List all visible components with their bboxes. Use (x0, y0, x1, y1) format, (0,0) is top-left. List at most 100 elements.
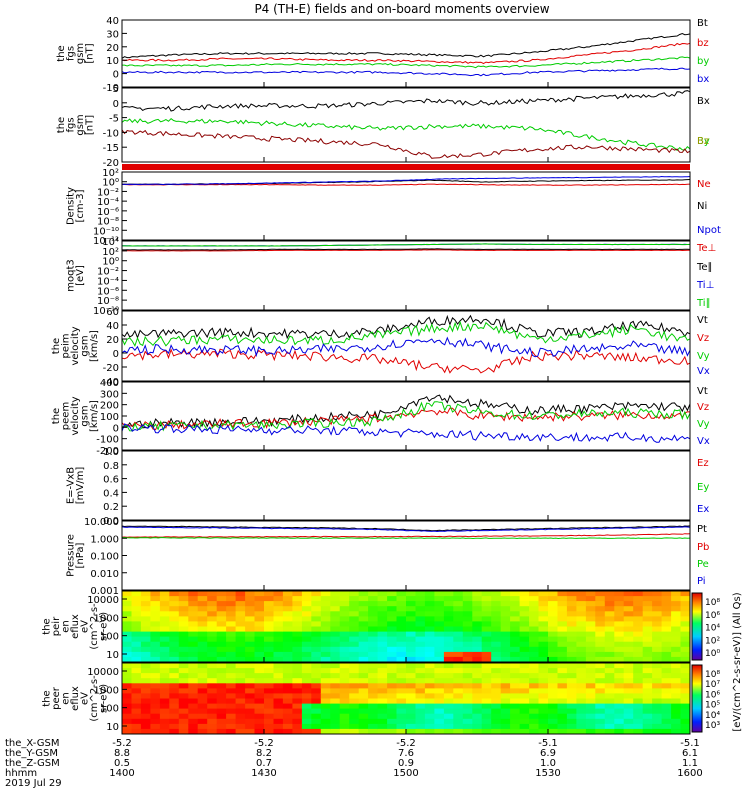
heat-cell (169, 646, 180, 653)
heat-cell (207, 621, 218, 627)
heat-cell (178, 678, 189, 684)
heat-cell (614, 646, 625, 653)
heat-cell (358, 673, 369, 679)
heat-cell (614, 723, 625, 730)
heat-cell (614, 636, 625, 643)
heat-cell (500, 646, 511, 653)
heat-cell (339, 606, 350, 612)
heat-cell (339, 683, 350, 689)
heat-cell (415, 636, 426, 643)
heat-cell (235, 611, 246, 617)
heat-cell (178, 651, 189, 658)
heat-cell (216, 596, 227, 602)
heat-cell (264, 606, 274, 612)
heat-cell (169, 693, 180, 699)
heat-cell (510, 596, 521, 602)
legend-6-3: Vx (697, 436, 710, 447)
heat-cell (330, 656, 341, 663)
heat-cell (150, 611, 161, 617)
heat-cell (434, 683, 445, 689)
heat-cell (566, 591, 577, 597)
heat-cell (188, 591, 199, 597)
heat-cell (140, 683, 151, 689)
xaxis-x-value: -5.1 (538, 738, 558, 749)
heat-cell (576, 596, 587, 602)
heat-cell (159, 663, 170, 669)
heat-cell (585, 621, 596, 627)
panel-8: PtPbPePi10.0001.0000.1000.0100.001Pressu… (65, 517, 709, 597)
heat-cell (377, 708, 388, 715)
panel-frame (121, 171, 691, 241)
heat-cell (254, 621, 265, 627)
heat-cell (320, 616, 331, 622)
series-pt-line (121, 525, 691, 532)
heat-cell (301, 601, 312, 607)
heat-cell (292, 656, 303, 663)
heat-cell (604, 646, 615, 653)
heat-cell (633, 636, 644, 643)
heat-cell (510, 718, 521, 725)
heat-cell (292, 611, 303, 617)
heat-cell (585, 626, 596, 633)
heat-cell (264, 668, 274, 674)
heat-cell (595, 668, 606, 674)
heat-cell (472, 703, 483, 710)
heat-cell (406, 621, 416, 627)
heat-cell (245, 708, 256, 715)
heat-cell (264, 616, 274, 622)
heat-cell (330, 698, 341, 705)
heat-cell (491, 718, 502, 725)
heat-cell (368, 708, 379, 715)
heat-cell (254, 636, 265, 643)
heat-cell (216, 641, 227, 648)
heat-cell (585, 656, 596, 663)
heat-cell (226, 621, 237, 627)
heat-cell (566, 678, 577, 684)
heat-cell (661, 663, 672, 669)
heat-cell (368, 636, 379, 643)
heat-cell (604, 656, 615, 663)
heat-cell (519, 713, 530, 720)
heat-cell (320, 698, 331, 705)
heat-cell (264, 646, 274, 653)
heat-cell (311, 713, 322, 720)
series-by-line (121, 118, 691, 151)
heat-cell (462, 636, 473, 643)
heat-cell (481, 708, 492, 715)
ytick-label: 10.000 (84, 517, 119, 528)
heat-cell (443, 591, 454, 597)
heat-cell (330, 611, 341, 617)
heat-cell (150, 663, 161, 669)
heat-cell (566, 641, 577, 648)
heat-cell (188, 656, 199, 663)
heat-cell (548, 728, 558, 735)
heat-cell (633, 668, 644, 674)
heat-cell (557, 656, 568, 663)
heat-cell (330, 728, 341, 735)
ytick-label: 10⁻⁸ (97, 217, 119, 228)
heat-cell (576, 651, 587, 658)
heat-cell (178, 728, 189, 735)
heat-cell (396, 656, 407, 663)
heat-cell (301, 728, 312, 735)
heat-cell (396, 723, 407, 730)
heat-cell (661, 636, 672, 643)
heat-cell (519, 728, 530, 735)
heat-cell (377, 601, 388, 607)
heat-cell (320, 601, 331, 607)
ytick-label: -15 (103, 143, 119, 154)
heat-cell (680, 673, 691, 679)
heat-cell (245, 641, 256, 648)
heat-cell (311, 611, 322, 617)
heat-cell (566, 723, 577, 730)
heat-cell (633, 673, 644, 679)
heat-cell (671, 713, 682, 720)
heat-cell (519, 673, 530, 679)
heat-cell (188, 688, 199, 694)
heat-cell (159, 708, 170, 715)
heat-cell (150, 606, 161, 612)
heat-cell (396, 601, 407, 607)
heat-cell (122, 693, 132, 699)
heat-cell (566, 601, 577, 607)
heat-cell (292, 683, 303, 689)
